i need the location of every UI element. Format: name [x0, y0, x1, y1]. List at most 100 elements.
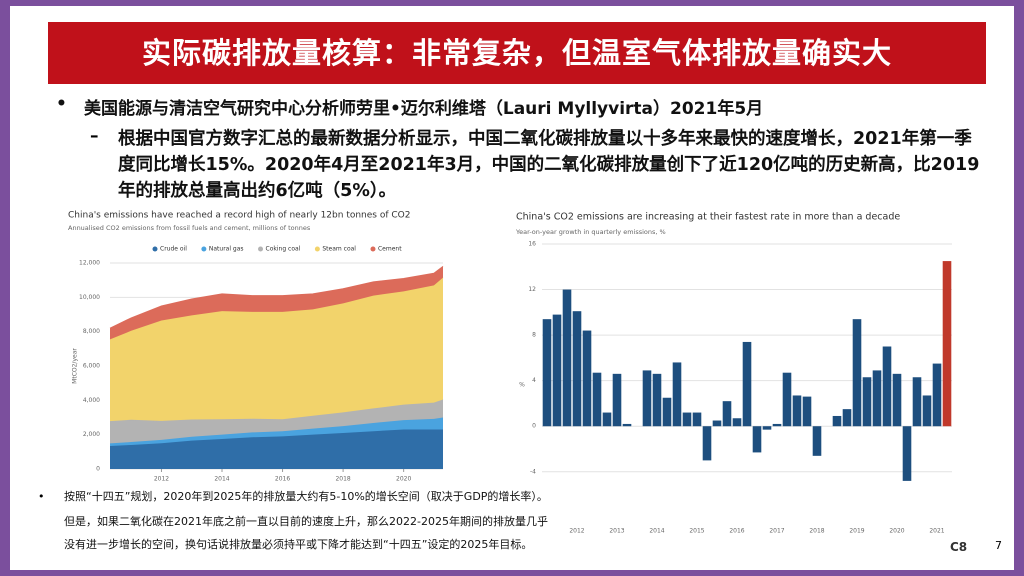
x-tick-label: 2016 — [729, 528, 744, 535]
x-tick-label: 2012 — [154, 476, 169, 483]
bar — [862, 377, 872, 427]
x-tick-label: 2021 — [929, 528, 944, 535]
bar — [902, 426, 912, 481]
legend-swatch — [314, 246, 320, 252]
bar — [842, 409, 852, 427]
y-tick-label: 12,000 — [79, 260, 100, 267]
y-axis-label: MtCO2/year — [72, 348, 79, 384]
y-tick-label: 6,000 — [83, 363, 100, 370]
bar — [782, 372, 792, 427]
bar — [882, 346, 892, 427]
bar — [562, 289, 572, 427]
page-number: 7 — [995, 539, 1002, 552]
y-tick-label: 16 — [528, 241, 536, 248]
y-tick-label: 0 — [532, 423, 536, 430]
bar — [582, 330, 592, 427]
chart-subtitle: Annualised CO2 emissions from fossil fue… — [68, 224, 311, 232]
bar — [932, 363, 942, 427]
bar — [692, 412, 702, 427]
y-tick-label: 2,000 — [83, 431, 100, 438]
logo: C8 — [950, 540, 968, 554]
sub-bullet: 根据中国官方数字汇总的最新数据分析显示，中国二氧化碳排放量以十多年来最快的速度增… — [118, 129, 980, 201]
legend-label: Cement — [378, 246, 402, 253]
y-tick-label: 4 — [532, 377, 536, 384]
x-tick-label: 2020 — [889, 528, 904, 535]
bar — [622, 423, 632, 427]
x-tick-label: 2013 — [609, 528, 624, 535]
x-tick-label: 2017 — [769, 528, 784, 535]
bar — [942, 261, 952, 427]
y-tick-label: 4,000 — [83, 397, 100, 404]
bar — [722, 401, 732, 427]
area-fill — [110, 266, 443, 340]
x-tick-label: 2014 — [214, 476, 229, 483]
x-tick-label: 2020 — [396, 476, 411, 483]
bar — [742, 341, 752, 427]
bar — [612, 373, 622, 427]
x-tick-label: 2016 — [275, 476, 290, 483]
bar — [542, 319, 552, 427]
legend-label: Natural gas — [209, 246, 244, 253]
chart: China's emissions have reached a record … — [68, 211, 444, 483]
x-tick-label: 2012 — [569, 528, 584, 535]
legend-swatch — [370, 246, 376, 252]
x-tick-label: 2019 — [849, 528, 864, 535]
x-tick-label: 2018 — [809, 528, 824, 535]
bar — [702, 426, 712, 461]
area-fill — [110, 429, 443, 469]
chart-subtitle: Year-on-year growth in quarterly emissio… — [515, 228, 666, 236]
legend-label: Crude oil — [160, 246, 187, 253]
bar — [832, 415, 842, 427]
area-fill — [110, 277, 443, 422]
bar — [892, 373, 902, 427]
y-tick-label: 10,000 — [79, 294, 100, 301]
bar — [912, 377, 922, 427]
bar — [572, 311, 582, 427]
area-edge — [109, 266, 444, 329]
bar — [812, 426, 822, 456]
bar — [592, 372, 602, 427]
chart-title: China's emissions have reached a record … — [68, 211, 410, 221]
bar — [682, 412, 692, 427]
slide: 实际碳排放量核算：非常复杂，但温室气体排放量确实大 美国能源与清洁空气研究中心分… — [10, 6, 1014, 570]
bar — [852, 319, 862, 427]
bullet: 美国能源与清洁空气研究中心分析师劳里•迈尔利维塔（Lauri Myllyvirt… — [56, 94, 764, 119]
bar — [602, 412, 612, 427]
y-tick-label: 0 — [96, 466, 100, 473]
bar — [662, 397, 672, 427]
legend-label: Coking coal — [266, 246, 301, 253]
chart-title: China's CO2 emissions are increasing at … — [516, 212, 900, 223]
y-tick-label: -4 — [530, 468, 536, 475]
bar — [712, 420, 722, 427]
note: 但是，如果二氧化碳在2021年底之前一直以目前的速度上升，那么2022-2025… — [64, 515, 548, 528]
chart: China's CO2 emissions are increasing at … — [515, 212, 952, 535]
bar — [672, 362, 682, 427]
legend-swatch — [258, 246, 264, 252]
bar — [752, 426, 762, 453]
y-tick-label: 8,000 — [83, 328, 100, 335]
bar — [802, 396, 812, 427]
note: 没有进一步增长的空间，换句话说排放量必须持平或下降才能达到“十四五”设定的202… — [64, 538, 533, 551]
y-tick-label: 12 — [528, 286, 536, 293]
bar — [552, 314, 562, 427]
bar — [642, 370, 652, 427]
bar — [762, 426, 772, 430]
bar — [922, 395, 932, 427]
bar — [872, 370, 882, 427]
legend-label: Steam coal — [322, 246, 356, 253]
note: 按照“十四五”规划，2020年到2025年的排放量大约有5-10%的增长空间（取… — [64, 490, 548, 503]
bar — [772, 423, 782, 427]
x-tick-label: 2014 — [649, 528, 664, 535]
dash: – — [90, 126, 99, 146]
bar — [792, 395, 802, 427]
x-tick-label: 2015 — [689, 528, 704, 535]
y-tick-label: 8 — [532, 332, 536, 339]
legend-swatch — [201, 246, 207, 252]
bar — [652, 373, 662, 427]
bullet-text: 美国能源与清洁空气研究中心分析师劳里•迈尔利维塔（Lauri Myllyvirt… — [84, 99, 764, 119]
slide-title: 实际碳排放量核算：非常复杂，但温室气体排放量确实大 — [48, 22, 986, 84]
bullet-dot: • — [38, 490, 45, 503]
x-tick-label: 2018 — [335, 476, 350, 483]
y-axis-label: % — [519, 382, 525, 389]
bar — [732, 418, 742, 427]
